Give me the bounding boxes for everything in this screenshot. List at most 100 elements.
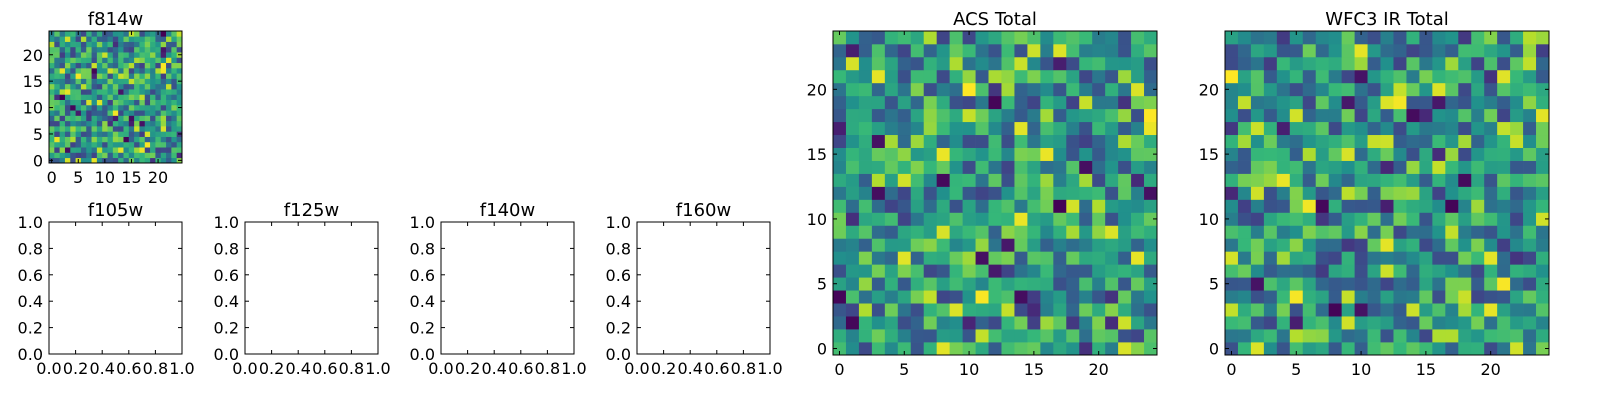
y-tick-label: 10 xyxy=(807,210,827,229)
heatmap-cell xyxy=(144,41,151,48)
heatmap-cell xyxy=(59,104,66,111)
x-tick-label: 0.6 xyxy=(312,359,337,378)
heatmap-cell xyxy=(1289,134,1304,148)
heatmap-cell xyxy=(134,67,140,74)
heatmap-cell xyxy=(910,277,925,291)
heatmap-cell xyxy=(118,46,124,53)
heatmap-cell xyxy=(923,225,938,239)
heatmap-cell xyxy=(171,31,178,37)
heatmap-cell xyxy=(166,131,172,137)
heatmap-cell xyxy=(1510,69,1524,84)
heatmap-cell xyxy=(1354,303,1368,317)
heatmap-cell xyxy=(1445,251,1459,265)
heatmap-cell xyxy=(166,157,172,164)
heatmap-cell xyxy=(75,46,82,53)
heatmap-cell xyxy=(1079,290,1093,304)
x-tick-label: 0.4 xyxy=(677,359,702,378)
heatmap-cell xyxy=(1328,238,1342,252)
heatmap-cell xyxy=(1354,173,1368,187)
heatmap-cell xyxy=(144,115,151,122)
heatmap-cell xyxy=(171,78,178,85)
heatmap-cell xyxy=(1001,56,1015,71)
heatmap-cell xyxy=(975,56,989,71)
heatmap-cell xyxy=(171,110,178,116)
axes-frame xyxy=(636,221,771,355)
heatmap-cell xyxy=(988,303,1002,317)
heatmap-cell xyxy=(1341,173,1355,187)
heatmap-cell xyxy=(1315,316,1330,330)
y-tick-label: 0.8 xyxy=(214,239,239,258)
heatmap-cell xyxy=(845,56,860,71)
heatmap-cell xyxy=(1432,56,1446,71)
heatmap-cell xyxy=(858,303,873,317)
heatmap-cell xyxy=(1001,225,1015,239)
heatmap-cell xyxy=(1014,199,1028,213)
heatmap-cell xyxy=(107,147,114,153)
y-tick-label: 0.0 xyxy=(410,345,435,364)
x-tick-label: 0.2 xyxy=(455,359,480,378)
heatmap-cell xyxy=(897,303,912,317)
heatmap-cell xyxy=(1289,264,1304,278)
heatmap-cell xyxy=(54,62,60,69)
heatmap-cell xyxy=(1131,56,1145,71)
heatmap-cell xyxy=(54,157,60,164)
heatmap-cell xyxy=(1484,264,1498,278)
heatmap-cell xyxy=(1079,108,1093,123)
heatmap-cell xyxy=(988,251,1002,265)
heatmap-cell xyxy=(59,94,66,100)
heatmap-cell xyxy=(1380,108,1394,123)
heatmap-cell xyxy=(118,62,124,69)
heatmap-cell xyxy=(1131,147,1145,161)
heatmap-cell xyxy=(150,126,156,132)
heatmap-cell xyxy=(1393,147,1407,161)
heatmap-cell xyxy=(160,120,167,127)
heatmap-cell xyxy=(112,31,119,37)
heatmap-cell xyxy=(59,52,66,58)
heatmap-cell xyxy=(1079,95,1093,110)
heatmap-cell xyxy=(1131,108,1145,123)
heatmap-cell xyxy=(59,136,66,143)
heatmap-cell xyxy=(176,62,183,69)
heatmap-cell xyxy=(1118,290,1132,304)
heatmap-cell xyxy=(107,104,114,111)
heatmap-cell xyxy=(1237,251,1252,265)
heatmap-cell xyxy=(897,225,912,239)
x-tick-label: 0.4 xyxy=(285,359,310,378)
heatmap-cell xyxy=(1484,277,1498,291)
heatmap-cell xyxy=(75,99,82,106)
heatmap-cell xyxy=(871,277,886,291)
heatmap-cell xyxy=(988,329,1002,343)
heatmap-cell xyxy=(166,36,172,42)
heatmap-cell xyxy=(1393,212,1407,226)
heatmap-cell xyxy=(1014,316,1028,330)
heatmap-cell xyxy=(1302,56,1317,71)
heatmap-cell xyxy=(975,43,989,58)
heatmap-cell xyxy=(1484,251,1498,265)
heatmap-cell xyxy=(988,82,1002,97)
heatmap-cell xyxy=(1432,186,1446,200)
heatmap-cell xyxy=(884,251,899,265)
heatmap-cell xyxy=(144,46,151,53)
heatmap-cell xyxy=(1354,82,1368,97)
heatmap-cell xyxy=(139,36,146,42)
heatmap-cell xyxy=(1225,225,1239,239)
heatmap-cell xyxy=(1341,69,1355,84)
heatmap-cell xyxy=(118,157,124,164)
heatmap-cell xyxy=(1341,290,1355,304)
heatmap-cell xyxy=(166,41,172,48)
heatmap-cell xyxy=(1040,290,1054,304)
heatmap-cell xyxy=(988,108,1002,123)
heatmap-cell xyxy=(1354,95,1368,110)
heatmap-cell xyxy=(144,73,151,79)
heatmap-cell xyxy=(1066,303,1080,317)
heatmap-cell xyxy=(923,251,938,265)
heatmap-cell xyxy=(160,147,167,153)
heatmap-cell xyxy=(54,115,60,122)
heatmap-cell xyxy=(858,316,873,330)
heatmap-cell xyxy=(1497,95,1511,110)
heatmap-cell xyxy=(1131,316,1145,330)
heatmap-cell xyxy=(1419,277,1433,291)
heatmap-cell xyxy=(134,110,140,116)
heatmap-cell xyxy=(1419,290,1433,304)
heatmap-cell xyxy=(123,120,130,127)
